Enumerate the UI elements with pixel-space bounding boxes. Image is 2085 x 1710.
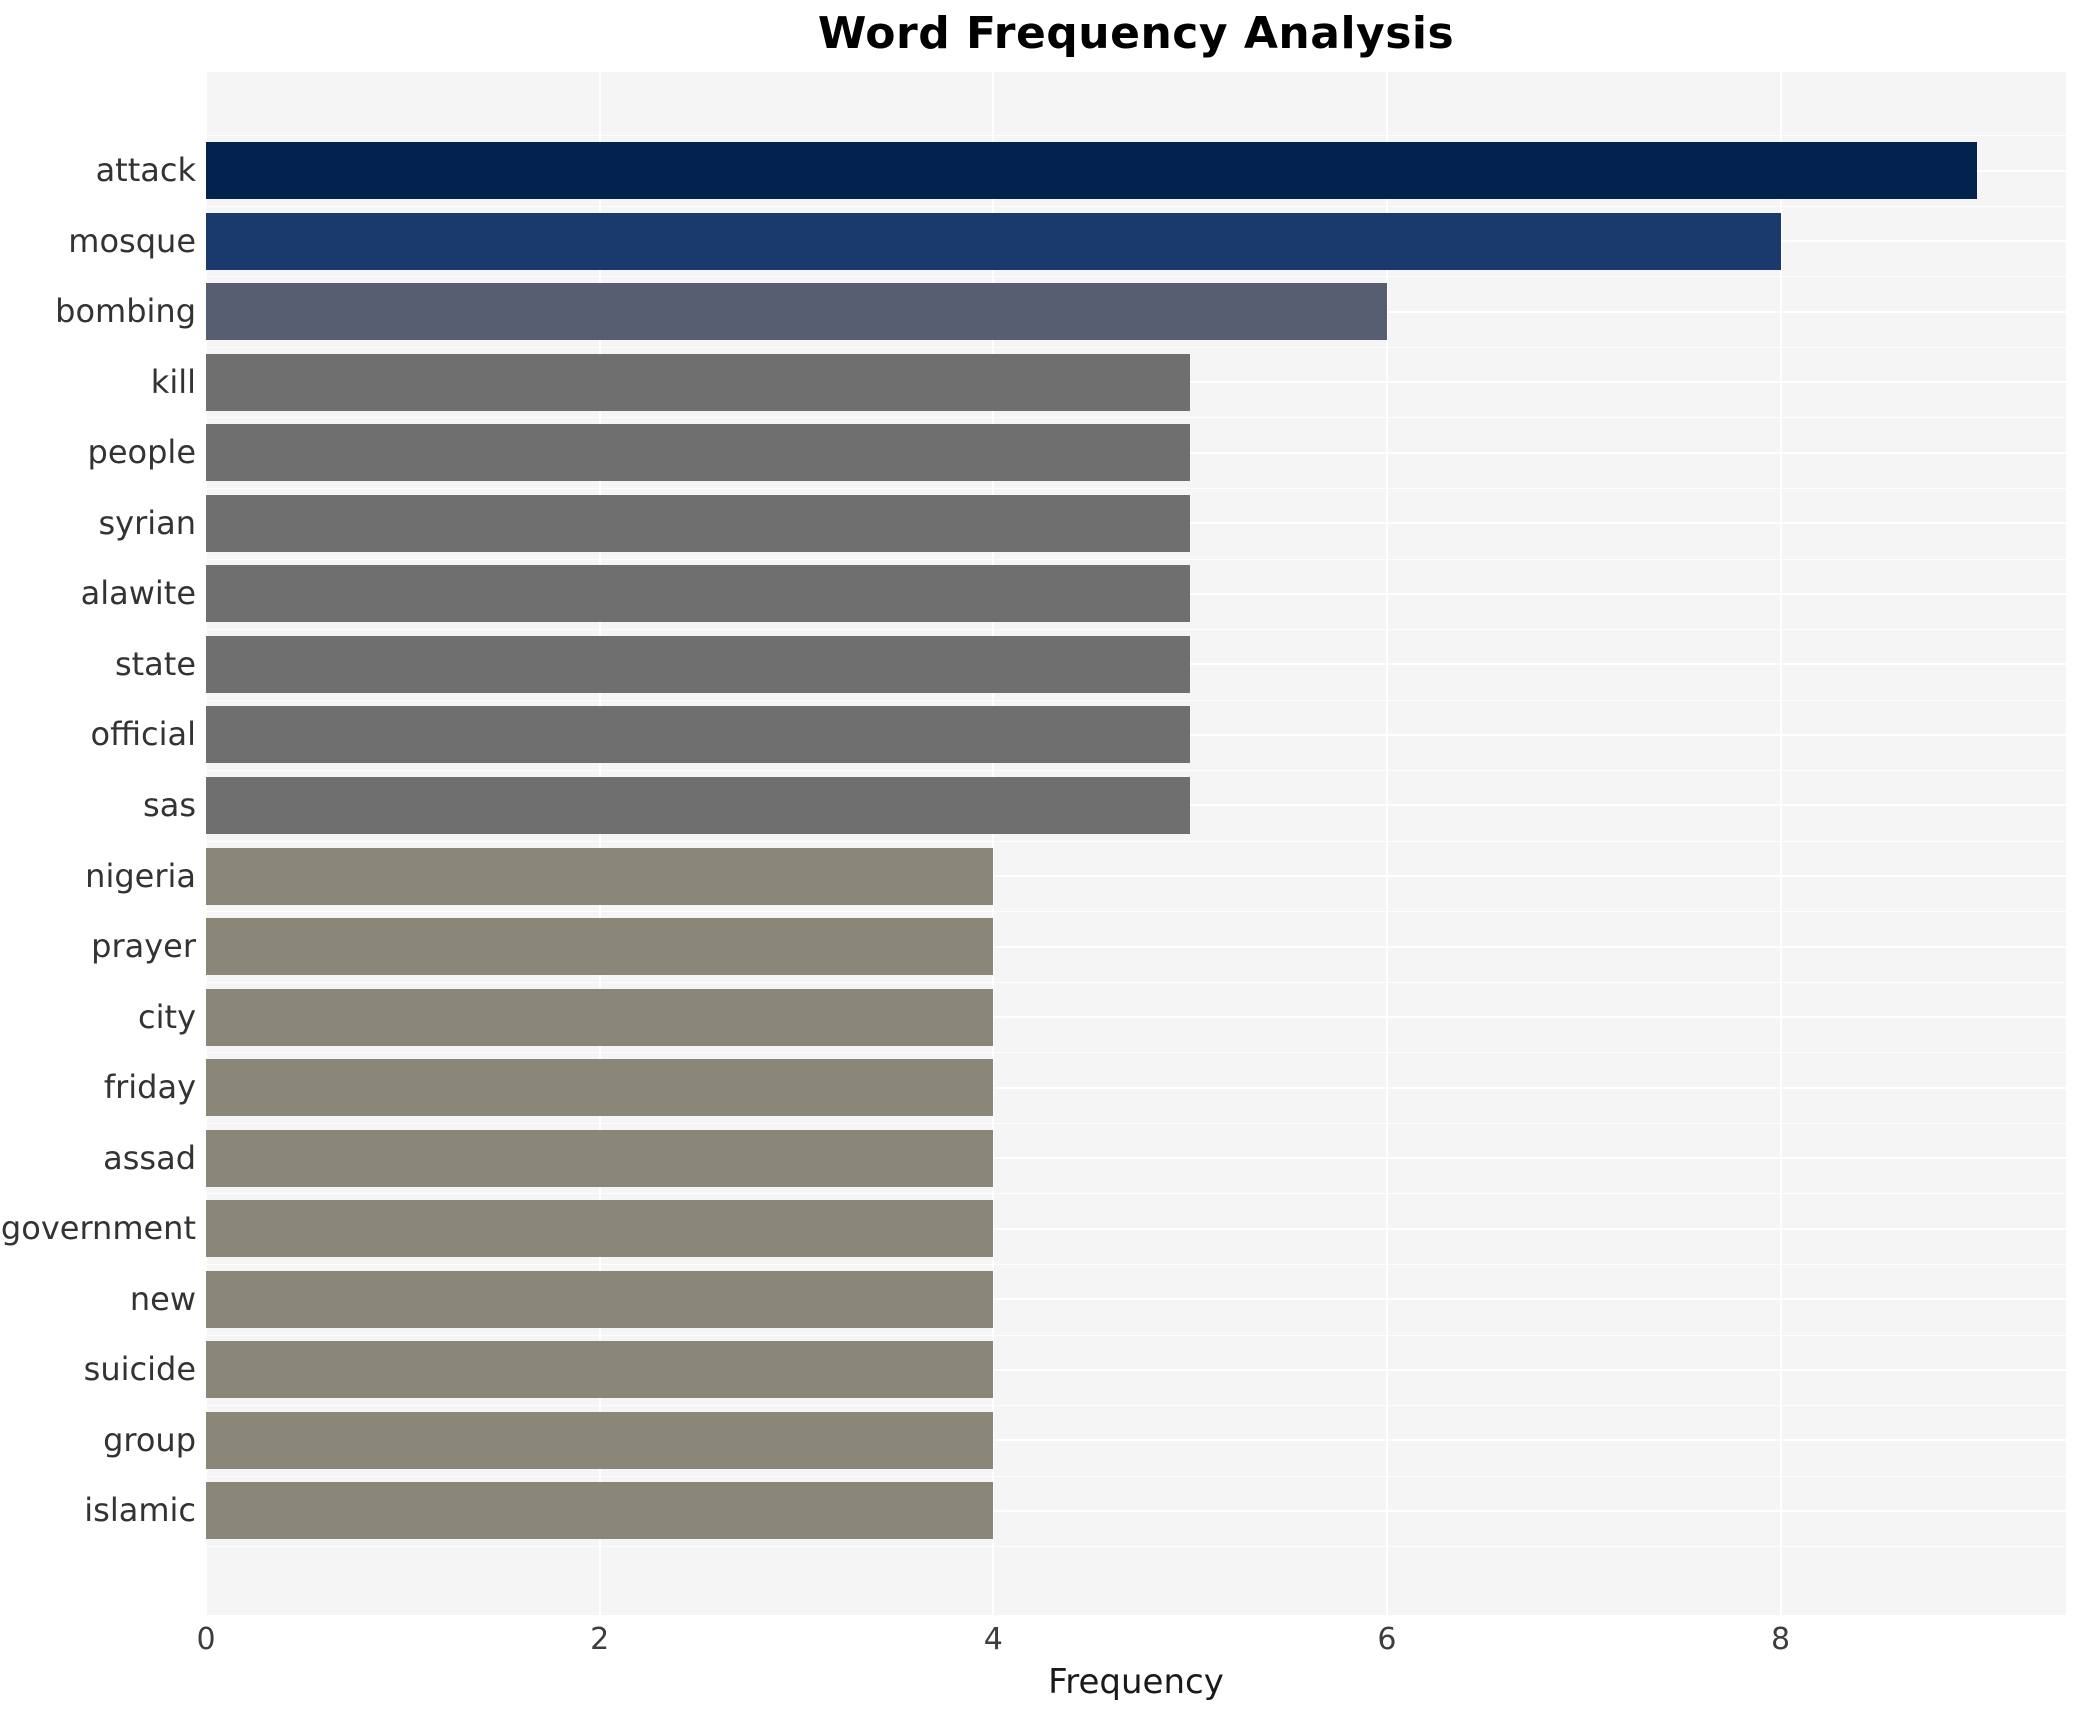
gridline-horizontal-minor [206,135,2066,137]
x-tick-2: 2 [590,1622,610,1657]
bar-prayer [206,918,994,976]
gridline-horizontal-minor [206,1405,2066,1407]
gridline-horizontal-minor [206,981,2066,983]
gridline-horizontal-minor [206,205,2066,207]
bar-new [206,1270,994,1328]
bar-group [206,1411,994,1469]
gridline-horizontal-minor [206,770,2066,772]
y-label-kill: kill [150,362,196,401]
gridline-vertical-6 [1385,72,1388,1615]
bar-people [206,424,1191,482]
y-label-suicide: suicide [83,1350,196,1389]
y-label-official: official [90,715,197,754]
y-label-alawite: alawite [80,574,196,613]
gridline-horizontal-minor [206,346,2066,348]
y-label-government: government [0,1209,196,1248]
bar-official [206,706,1191,764]
bar-assad [206,1129,994,1187]
plot-panel [205,72,2066,1615]
gridline-horizontal-new [206,1298,2066,1301]
x-axis-ticks: 0 2 4 6 8 [196,1622,2066,1662]
gridline-vertical-0 [205,72,207,1615]
gridline-horizontal-minor [206,558,2066,560]
bar-state [206,635,1191,693]
gridline-horizontal-minor [206,276,2066,278]
gridline-horizontal-minor [206,1193,2066,1195]
y-axis-labels: attack mosque bombing kill people syrian alawi… [0,72,196,1615]
gridline-horizontal-minor [206,699,2066,701]
gridline-vertical-2 [598,72,601,1615]
gridline-horizontal-minor [206,417,2066,419]
gridline-horizontal-islamic [206,1509,2066,1512]
gridline-horizontal-group [206,1439,2066,1442]
x-tick-6: 6 [1377,1622,1397,1657]
y-label-city: city [138,997,196,1036]
y-label-friday: friday [103,1068,196,1107]
bar-alawite [206,565,1191,623]
x-tick-8: 8 [1771,1622,1791,1657]
y-label-state: state [114,644,196,683]
gridline-horizontal-minor [206,1475,2066,1477]
y-label-assad: assad [103,1138,196,1177]
x-tick-0: 0 [196,1622,216,1657]
y-label-islamic: islamic [84,1491,196,1530]
y-label-new: new [129,1279,196,1318]
gridline-horizontal-prayer [206,945,2066,948]
gridline-horizontal-minor [206,840,2066,842]
bar-bombing [206,283,1387,341]
bar-friday [206,1059,994,1117]
gridline-horizontal-minor [206,1334,2066,1336]
bar-sas [206,776,1191,834]
y-label-group: group [103,1420,196,1459]
gridline-horizontal-city [206,1016,2066,1019]
y-label-syrian: syrian [98,503,196,542]
bar-nigeria [206,847,994,905]
gridline-horizontal-minor [206,629,2066,631]
bar-syrian [206,494,1191,552]
y-label-sas: sas [143,785,196,824]
gridline-horizontal-minor [206,1052,2066,1054]
x-tick-4: 4 [983,1622,1003,1657]
gridline-horizontal-minor [206,1264,2066,1266]
bar-kill [206,353,1191,411]
x-axis-title: Frequency [1048,1662,1224,1702]
gridline-horizontal-minor [206,911,2066,913]
y-label-bombing: bombing [55,292,196,331]
y-label-nigeria: nigeria [85,856,196,895]
y-label-prayer: prayer [91,927,196,966]
bar-suicide [206,1341,994,1399]
y-label-people: people [87,433,196,472]
y-label-attack: attack [95,151,196,189]
bar-islamic [206,1482,994,1540]
bar-attack [206,142,1978,199]
chart-title: Word Frequency Analysis [817,8,1455,59]
gridline-horizontal-nigeria [206,875,2066,877]
bar-city [206,988,994,1046]
gridline-horizontal-government [206,1227,2066,1230]
gridline-horizontal-minor [206,487,2066,489]
gridline-horizontal-assad [206,1157,2066,1160]
bar-government [206,1200,994,1258]
gridline-horizontal-minor [206,1546,2066,1548]
y-label-mosque: mosque [68,221,196,260]
bar-mosque [206,212,1781,270]
gridline-horizontal-suicide [206,1368,2066,1371]
gridline-horizontal-minor [206,1122,2066,1124]
gridline-vertical-4 [992,72,995,1615]
gridline-vertical-8 [1779,72,1782,1615]
gridline-horizontal-friday [206,1086,2066,1089]
